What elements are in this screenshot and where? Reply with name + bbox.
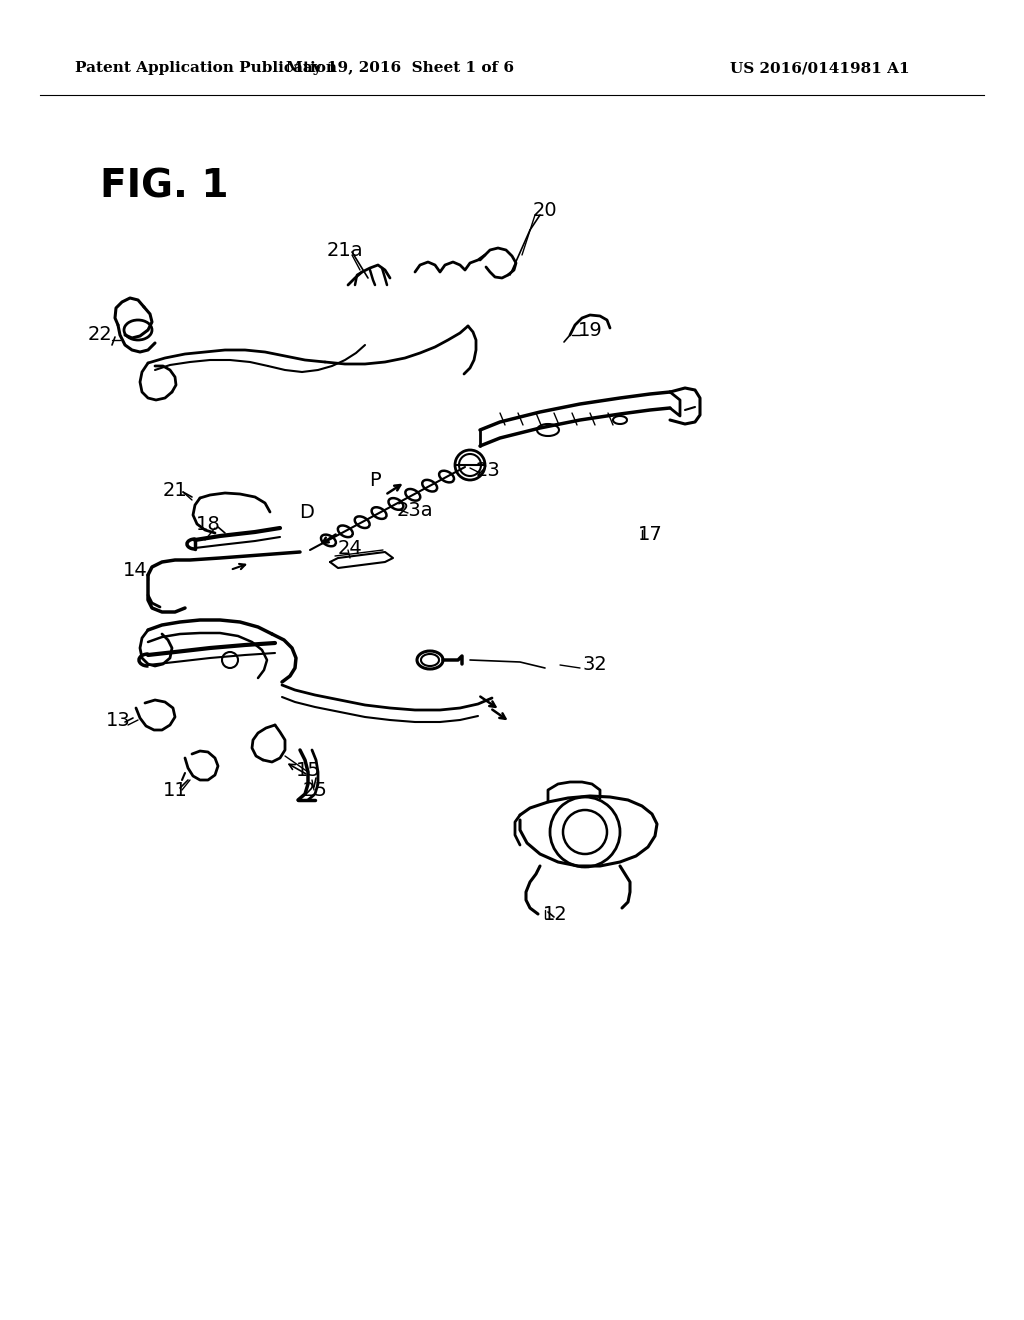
Text: 21: 21 (163, 480, 187, 499)
Text: Patent Application Publication: Patent Application Publication (75, 61, 337, 75)
Text: 12: 12 (543, 906, 567, 924)
Text: D: D (300, 503, 314, 521)
Text: 18: 18 (196, 516, 220, 535)
Text: 23: 23 (475, 461, 501, 479)
Text: 17: 17 (638, 525, 663, 544)
Text: 23a: 23a (396, 500, 433, 520)
Text: FIG. 1: FIG. 1 (100, 168, 228, 206)
Text: 13: 13 (105, 710, 130, 730)
Text: 14: 14 (123, 561, 147, 579)
Text: 22: 22 (88, 326, 113, 345)
Text: 20: 20 (532, 201, 557, 219)
Text: 24: 24 (338, 539, 362, 557)
Text: 21a: 21a (327, 240, 364, 260)
Text: May 19, 2016  Sheet 1 of 6: May 19, 2016 Sheet 1 of 6 (286, 61, 514, 75)
Text: US 2016/0141981 A1: US 2016/0141981 A1 (730, 61, 909, 75)
Text: 11: 11 (163, 780, 187, 800)
Text: 32: 32 (583, 656, 607, 675)
Text: 15: 15 (296, 760, 321, 780)
Text: 25: 25 (302, 780, 328, 800)
Text: 19: 19 (578, 321, 602, 339)
Text: P: P (370, 470, 381, 490)
